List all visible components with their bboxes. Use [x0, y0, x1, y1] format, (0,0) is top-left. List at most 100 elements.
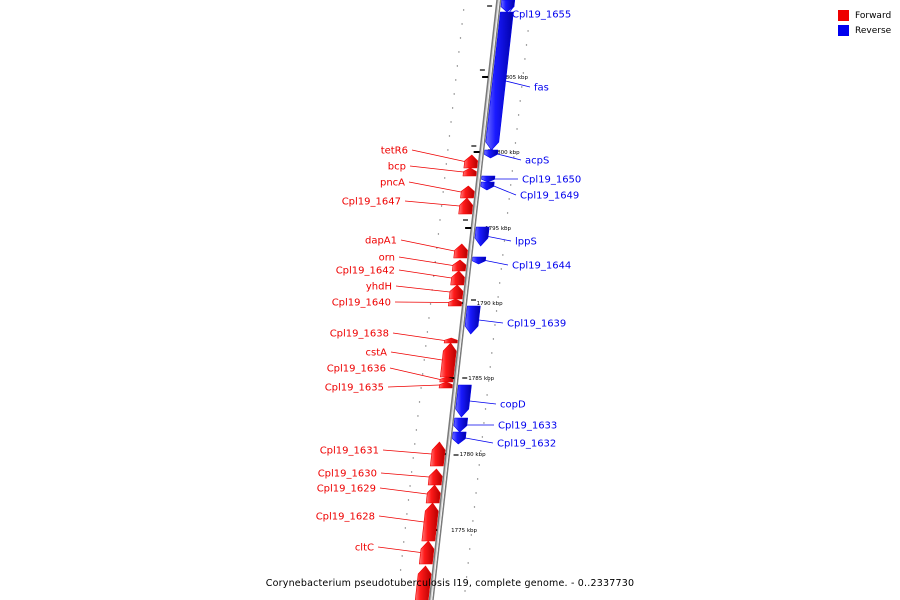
- legend-forward-label: Forward: [855, 10, 892, 21]
- gene-forward: [438, 381, 453, 389]
- seq-dot-right: [480, 450, 482, 452]
- sequence-marks: [398, 9, 531, 592]
- label-leader: [382, 449, 432, 455]
- gene-forward: [453, 243, 468, 259]
- seq-dot-right: [499, 282, 501, 284]
- seq-dot-right: [513, 156, 515, 158]
- label-leader: [387, 384, 440, 388]
- seq-dot-left: [455, 79, 457, 81]
- gene-label-forward: yhdH: [366, 282, 392, 293]
- label-leader: [378, 515, 425, 523]
- seq-dot-right: [525, 44, 528, 46]
- gene-label-forward: Cpl19_1636: [327, 364, 386, 375]
- seq-dot-right: [470, 534, 473, 536]
- reverse-swatch: [838, 25, 849, 36]
- label-leader: [390, 351, 443, 361]
- seq-dot-left: [404, 527, 407, 529]
- seq-dot-right: [481, 436, 484, 438]
- tick-label: 1795 kbp: [485, 226, 511, 232]
- label-leader: [392, 332, 445, 341]
- gene-reverse: [485, 11, 514, 151]
- gene-label-forward: cltC: [355, 543, 374, 554]
- seq-dot-right: [519, 100, 521, 102]
- gene-forward: [430, 441, 446, 467]
- seq-dot-left: [461, 23, 463, 25]
- gene-forward: [462, 167, 477, 177]
- gene-label-forward: cstA: [366, 348, 388, 359]
- seq-dot-right: [489, 366, 491, 368]
- gene-label-forward: pncA: [380, 178, 405, 189]
- seq-dot-right: [506, 212, 509, 214]
- gene-forward: [440, 342, 457, 378]
- legend: Forward Reverse: [838, 8, 891, 38]
- gene-reverse: [464, 305, 481, 335]
- gene-forward: [421, 502, 439, 542]
- seq-dot-left: [442, 191, 444, 193]
- seq-dot-right: [469, 548, 471, 550]
- seq-dot-left: [403, 541, 405, 543]
- seq-dot-right: [508, 198, 510, 200]
- gene-reverse: [455, 384, 472, 418]
- seq-dot-right: [472, 520, 474, 522]
- seq-dot-right: [511, 170, 514, 172]
- label-leader: [485, 260, 509, 266]
- seq-dot-left: [410, 471, 413, 473]
- seq-dot-left: [412, 457, 414, 459]
- tick-label: 1775 kbp: [451, 528, 477, 534]
- gene-forward: [451, 259, 467, 272]
- seq-dot-right: [483, 422, 485, 424]
- seq-dot-right: [503, 240, 506, 242]
- gene-label-forward: dapA1: [365, 236, 397, 247]
- label-leader: [409, 165, 464, 173]
- seq-dot-right: [486, 394, 488, 396]
- tick-label: 1800 kbp: [494, 150, 520, 156]
- genome-backbone: [428, 0, 502, 600]
- seq-dot-left: [458, 51, 460, 53]
- seq-dot-right: [465, 576, 468, 578]
- seq-dot-right: [473, 506, 476, 508]
- seq-dot-right: [517, 114, 520, 116]
- gene-label-forward: Cpl19_1638: [330, 329, 389, 340]
- label-leader: [404, 200, 460, 207]
- seq-dot-left: [417, 415, 419, 417]
- seq-dot-left: [437, 233, 440, 235]
- gene-label-forward: Cpl19_1640: [332, 298, 391, 309]
- forward-swatch: [838, 10, 849, 21]
- seq-dot-right: [522, 72, 525, 74]
- label-leaders: [377, 5, 531, 553]
- seq-dot-left: [418, 401, 421, 403]
- seq-dot-right: [464, 590, 466, 592]
- seq-dot-left: [453, 93, 455, 95]
- seq-dot-left: [428, 317, 430, 319]
- seq-dot-right: [514, 142, 517, 144]
- gene-reverse: [484, 149, 499, 159]
- gene-label-reverse: copD: [500, 400, 526, 411]
- seq-dot-left: [447, 149, 449, 151]
- seq-dot-left: [456, 65, 459, 67]
- tick-label: 1805 kbp: [502, 75, 528, 81]
- seq-dot-right: [510, 184, 512, 186]
- gene-label-forward: Cpl19_1635: [325, 383, 384, 394]
- gene-label-reverse: Cpl19_1632: [497, 439, 556, 450]
- seq-dot-left: [398, 583, 400, 585]
- label-leader: [400, 239, 455, 252]
- gene-reverse: [481, 175, 496, 183]
- gene-label-forward: Cpl19_1630: [318, 469, 377, 480]
- gene-forward: [425, 484, 441, 504]
- label-leader: [377, 546, 421, 553]
- legend-reverse-label: Reverse: [855, 25, 892, 36]
- seq-dot-left: [421, 373, 424, 375]
- gene-forward: [443, 337, 458, 344]
- gene-label-forward: bcp: [388, 162, 406, 173]
- seq-dot-left: [399, 569, 402, 571]
- seq-dot-left: [423, 359, 425, 361]
- gene-label-reverse: lppS: [515, 237, 537, 248]
- gene-reverse: [453, 417, 469, 433]
- gene-label-forward: Cpl19_1631: [320, 446, 379, 457]
- seq-dot-right: [487, 380, 490, 382]
- gene-label-forward: orn: [379, 253, 395, 264]
- seq-dot-right: [516, 128, 518, 130]
- gene-forward: [418, 540, 435, 565]
